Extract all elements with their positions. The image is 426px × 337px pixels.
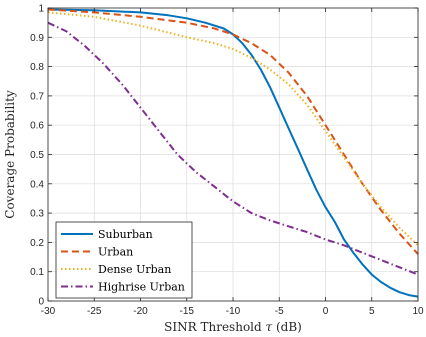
x-axis-ticks: -30 -25 -20 -15 -10 -5 0 5 10 (41, 8, 424, 317)
x-tick-label: -30 (41, 306, 56, 317)
series-line-1 (47, 8, 419, 255)
x-tick-label: -20 (133, 306, 148, 317)
x-axis-label-text: SINR Threshold (164, 320, 265, 334)
legend-label: Highrise Urban (98, 281, 185, 294)
y-tick-label: 0.1 (30, 267, 44, 278)
y-tick-label: 0.4 (30, 179, 44, 190)
x-tick-label: 5 (369, 306, 375, 317)
y-tick-label: 0.9 (30, 33, 44, 44)
y-axis-ticks: 0 0.1 0.2 0.3 0.4 0.5 0.6 0.7 0.8 0.9 1 (30, 4, 418, 308)
legend-label: Dense Urban (98, 263, 171, 276)
x-tick-label: -5 (275, 306, 284, 317)
y-tick-label: 0.5 (30, 150, 44, 161)
x-tick-label: -10 (226, 306, 241, 317)
y-tick-label: 0.8 (30, 62, 44, 73)
x-axis-label-symbol: τ (266, 320, 273, 334)
x-axis-label: SINR Threshold τ (dB) (164, 320, 302, 334)
legend-label: Urban (98, 246, 133, 259)
y-tick-label: 0.3 (30, 209, 44, 220)
series-line-3 (47, 21, 419, 276)
y-tick-label: 0.7 (30, 91, 44, 102)
series-line-2 (47, 11, 419, 247)
legend: Suburban Urban Dense Urban Highrise Urban (55, 221, 193, 299)
x-axis-label-unit: (dB) (272, 320, 302, 334)
y-tick-label: 0.6 (30, 121, 44, 132)
y-tick-label: 0 (38, 297, 44, 308)
y-tick-label: 0.2 (30, 238, 44, 249)
x-tick-label: -15 (180, 306, 195, 317)
x-tick-label: 0 (323, 306, 329, 317)
series-lines (47, 8, 419, 298)
series-line-0 (47, 8, 419, 298)
x-tick-label: -25 (87, 306, 102, 317)
y-tick-label: 1 (38, 4, 44, 15)
legend-label: Suburban (98, 228, 153, 241)
y-axis-label: Coverage Probability (3, 90, 17, 219)
x-tick-label: 10 (412, 306, 424, 317)
